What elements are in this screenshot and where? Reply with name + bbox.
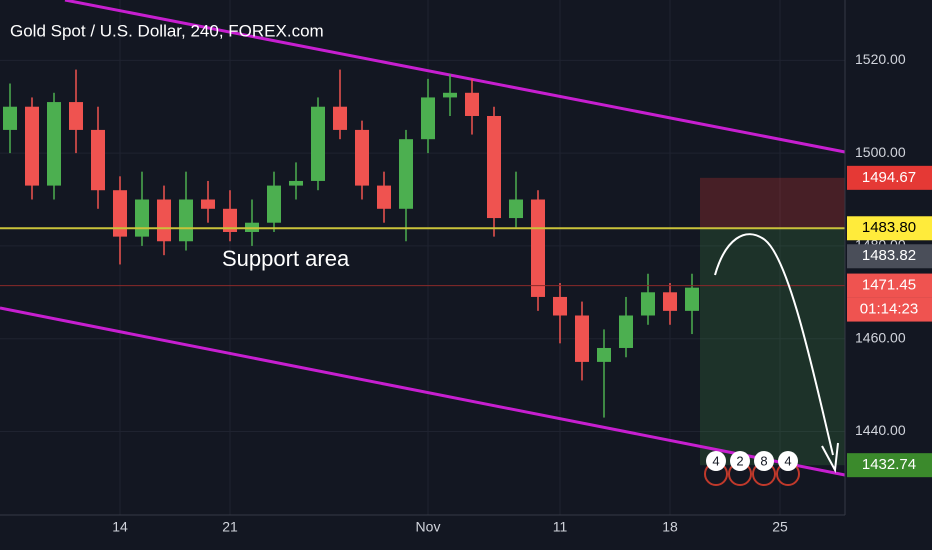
candle-body — [421, 97, 435, 140]
y-tick-label: 1500.00 — [855, 144, 906, 160]
price-label: 1494.67 — [862, 169, 916, 186]
candle-body — [3, 106, 17, 130]
candle-body — [355, 129, 369, 186]
price-label: 1471.45 — [862, 277, 916, 294]
candle-body — [685, 287, 699, 311]
badge — [754, 451, 774, 471]
candle-body — [597, 347, 611, 362]
candle-body — [201, 199, 215, 209]
candle-body — [663, 292, 677, 311]
channel-lower — [0, 306, 846, 477]
candle-body — [619, 315, 633, 348]
badge-count: 2 — [736, 453, 743, 468]
candle-body — [223, 208, 237, 232]
badge-count: 8 — [760, 453, 767, 468]
y-tick-label: 1460.00 — [855, 329, 906, 345]
price-label-box — [847, 216, 932, 241]
candle-body — [289, 180, 303, 186]
candle-body — [399, 139, 413, 209]
channel-upper — [64, 0, 846, 154]
arrow-head — [821, 442, 839, 474]
candle-body — [135, 199, 149, 237]
countdown-box — [847, 297, 932, 322]
candle-body — [641, 292, 655, 316]
chart-title: Gold Spot / U.S. Dollar, 240, FOREX.com — [10, 21, 324, 40]
candle-body — [267, 185, 281, 223]
price-label: 1483.82 — [862, 247, 916, 264]
candle-body — [575, 315, 589, 362]
target-zone — [700, 228, 845, 466]
candles — [3, 69, 699, 418]
price-label-box — [847, 244, 932, 269]
badge — [730, 451, 750, 471]
candle-body — [47, 102, 61, 186]
x-tick-label: 11 — [553, 519, 568, 535]
price-label: 1432.74 — [862, 456, 916, 473]
candle-body — [553, 296, 567, 316]
price-label-box — [847, 165, 932, 190]
x-tick-label: 25 — [772, 519, 788, 535]
price-lines — [0, 227, 845, 287]
candle-body — [487, 115, 501, 219]
candle-body — [509, 199, 523, 219]
x-tick-label: 18 — [662, 519, 678, 535]
candle-body — [91, 129, 105, 191]
candle-body — [531, 199, 545, 297]
candle-body — [69, 102, 83, 130]
x-tick-label: 14 — [112, 519, 128, 535]
stop-zone — [700, 177, 845, 229]
candle-body — [465, 92, 479, 116]
badge-count: 4 — [784, 453, 791, 468]
candle-body — [443, 92, 457, 98]
axes: 1440.001460.001480.001500.001520.001421N… — [112, 51, 932, 535]
candle-body — [377, 185, 391, 209]
candle-body — [333, 106, 347, 130]
badges: 4 2 8 4 — [704, 451, 800, 486]
candle-body — [179, 199, 193, 242]
x-tick-label: 21 — [222, 519, 238, 535]
candle-body — [113, 190, 127, 237]
forecast-arrow — [714, 233, 834, 456]
candle-body — [311, 106, 325, 181]
badge-count: 4 — [712, 453, 719, 468]
countdown: 01:14:23 — [860, 301, 918, 318]
position-zones — [700, 177, 845, 466]
y-tick-label: 1520.00 — [855, 51, 906, 67]
price-label-box — [847, 273, 932, 298]
candle-body — [157, 199, 171, 242]
badge — [706, 451, 726, 471]
candle-body — [25, 106, 39, 186]
price-label: 1483.80 — [862, 219, 916, 236]
y-tick-label: 1440.00 — [855, 422, 906, 438]
badge — [778, 451, 798, 471]
annotation: Support area — [222, 246, 350, 271]
price-label-box — [847, 453, 932, 478]
x-tick-label: Nov — [416, 519, 441, 535]
